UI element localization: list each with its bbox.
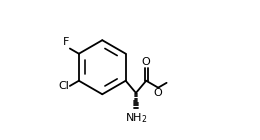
Text: F: F: [63, 37, 69, 47]
Text: NH$_2$: NH$_2$: [125, 111, 147, 125]
Text: O: O: [154, 88, 162, 98]
Text: O: O: [142, 57, 151, 67]
Text: Cl: Cl: [58, 81, 69, 91]
